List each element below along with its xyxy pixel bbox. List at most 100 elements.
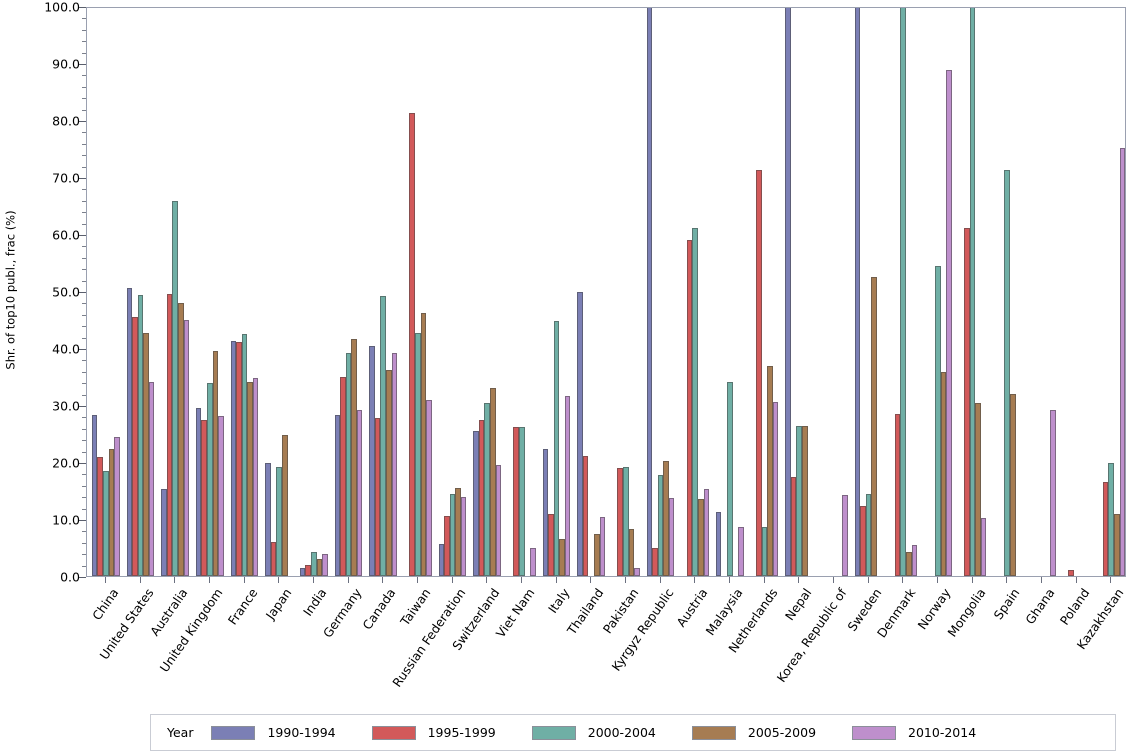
legend-entry[interactable]: 2005-2009 [691, 725, 816, 740]
bar[interactable] [703, 488, 710, 576]
bar[interactable] [727, 381, 733, 576]
bar[interactable] [1004, 170, 1010, 576]
bar[interactable] [911, 544, 918, 576]
bar[interactable] [513, 427, 520, 576]
bar[interactable] [449, 493, 456, 576]
bar[interactable] [692, 227, 698, 576]
bar[interactable] [548, 514, 554, 576]
bar[interactable] [905, 551, 912, 576]
bar[interactable] [495, 464, 502, 576]
bar[interactable] [270, 542, 277, 576]
bar[interactable] [542, 448, 549, 576]
bar[interactable] [767, 365, 773, 576]
bar[interactable] [380, 296, 386, 576]
bar[interactable] [1068, 569, 1074, 576]
bar[interactable] [460, 496, 467, 576]
bar[interactable] [183, 320, 190, 576]
bar[interactable] [617, 467, 624, 576]
bar[interactable] [577, 291, 583, 576]
bar[interactable] [201, 419, 208, 576]
bar[interactable] [97, 456, 104, 576]
bar[interactable] [1102, 481, 1109, 576]
bar[interactable] [369, 345, 375, 576]
bar[interactable] [299, 568, 306, 576]
bar[interactable] [252, 378, 259, 576]
bar[interactable] [860, 505, 866, 576]
legend-entry[interactable]: 2010-2014 [852, 725, 976, 740]
bar[interactable] [686, 240, 693, 576]
bar[interactable] [247, 382, 253, 576]
bar[interactable] [103, 471, 109, 576]
bar[interactable] [305, 565, 312, 576]
bar[interactable] [143, 332, 149, 576]
bar[interactable] [322, 553, 328, 576]
bar[interactable] [772, 401, 779, 576]
bar[interactable] [553, 320, 560, 576]
bar[interactable] [854, 8, 861, 576]
bar[interactable] [108, 448, 115, 576]
bar[interactable] [334, 415, 341, 576]
bar[interactable] [564, 396, 571, 576]
bar[interactable] [946, 69, 952, 576]
bar[interactable] [212, 350, 219, 576]
bar[interactable] [473, 430, 479, 576]
bar[interactable] [311, 551, 317, 576]
bar[interactable] [865, 493, 872, 576]
bar[interactable] [478, 420, 485, 576]
bar[interactable] [657, 475, 664, 576]
bar[interactable] [761, 526, 768, 576]
bar[interactable] [628, 529, 635, 576]
bar[interactable] [444, 516, 450, 576]
bar[interactable] [623, 466, 629, 576]
bar[interactable] [161, 488, 167, 576]
bar[interactable] [796, 426, 802, 576]
bar[interactable] [871, 277, 877, 576]
bar[interactable] [91, 414, 98, 576]
bar[interactable] [385, 369, 392, 576]
bar[interactable] [969, 8, 976, 576]
bar[interactable] [519, 427, 525, 576]
bar[interactable] [599, 516, 606, 576]
bar[interactable] [114, 436, 120, 576]
legend-entry[interactable]: 1995-1999 [371, 725, 496, 740]
bar[interactable] [415, 333, 421, 576]
bar[interactable] [842, 495, 848, 576]
bar[interactable] [652, 548, 658, 576]
bar[interactable] [351, 338, 357, 576]
bar[interactable] [177, 302, 184, 576]
bar[interactable] [668, 497, 675, 576]
bar[interactable] [172, 200, 178, 576]
bar[interactable] [646, 8, 653, 576]
bar[interactable] [582, 456, 589, 576]
bar[interactable] [900, 8, 906, 576]
legend-entry[interactable]: 1990-1994 [211, 725, 336, 740]
bar[interactable] [426, 400, 432, 576]
bar[interactable] [195, 408, 202, 576]
bar[interactable] [438, 544, 445, 576]
bar[interactable] [790, 476, 797, 576]
bar[interactable] [1108, 462, 1114, 576]
bar[interactable] [801, 426, 808, 576]
bar[interactable] [340, 377, 346, 576]
bar[interactable] [1009, 394, 1016, 576]
bar[interactable] [634, 568, 640, 576]
bar[interactable] [455, 487, 461, 576]
bar[interactable] [935, 265, 941, 576]
bar[interactable] [276, 466, 282, 576]
bar[interactable] [980, 517, 987, 576]
bar[interactable] [489, 388, 496, 576]
bar[interactable] [715, 512, 722, 576]
bar[interactable] [593, 534, 600, 576]
bar[interactable] [663, 461, 669, 576]
bar[interactable] [697, 499, 704, 576]
bar[interactable] [241, 334, 248, 576]
bar[interactable] [975, 402, 981, 576]
legend-entry[interactable]: 2000-2004 [531, 725, 656, 740]
bar[interactable] [218, 416, 224, 576]
bar[interactable] [530, 548, 536, 576]
bar[interactable] [207, 383, 213, 576]
bar[interactable] [940, 371, 947, 576]
bar[interactable] [1113, 513, 1120, 576]
bar[interactable] [345, 352, 352, 576]
bar[interactable] [374, 417, 381, 576]
